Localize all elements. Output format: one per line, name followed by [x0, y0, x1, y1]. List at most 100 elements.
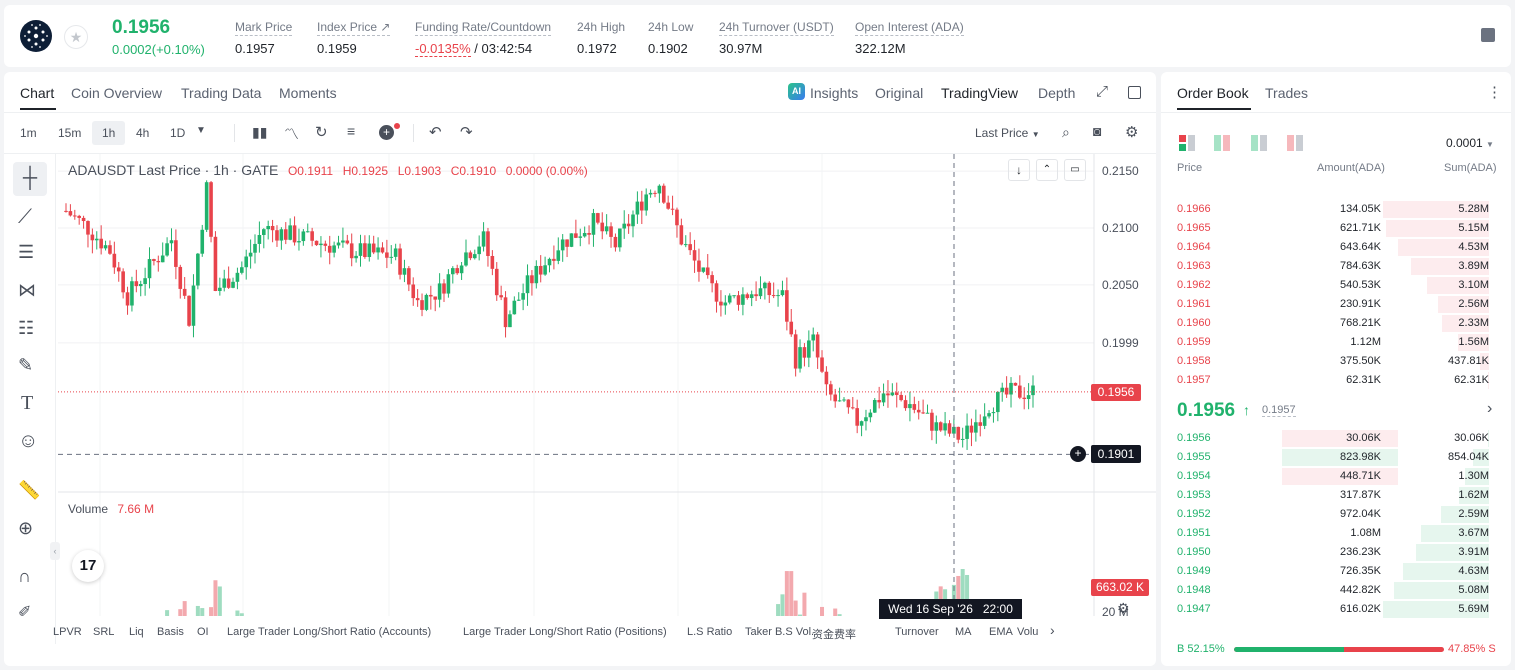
more-options-icon[interactable]: ⋮: [1487, 84, 1502, 101]
view-asks-icon[interactable]: [1287, 135, 1303, 151]
window-icon[interactable]: [1128, 86, 1141, 99]
indicator-11[interactable]: MA: [955, 626, 972, 638]
indicator-3[interactable]: Basis: [157, 626, 184, 638]
scroll-left-handle[interactable]: ‹: [50, 542, 60, 560]
gear-icon[interactable]: ⚙: [1125, 124, 1139, 141]
fib-icon[interactable]: ☷: [18, 318, 35, 338]
chart-settings-icon[interactable]: ⚙: [1117, 600, 1130, 616]
indicator-13[interactable]: Volu: [1017, 626, 1039, 638]
crosshair-tool[interactable]: ┼: [13, 162, 47, 196]
zoom-in-icon[interactable]: ⊕: [18, 518, 34, 538]
tab-order-book[interactable]: Order Book: [1177, 85, 1249, 101]
ask-row[interactable]: 0.1962 540.53K 3.10M: [1161, 276, 1501, 295]
collapse-button[interactable]: ⌃: [1036, 159, 1058, 181]
ask-row[interactable]: 0.1963 784.63K 3.89M: [1161, 257, 1501, 276]
tab-moments[interactable]: Moments: [279, 85, 337, 101]
trend-line-icon[interactable]: ⟋: [18, 206, 32, 228]
bid-row[interactable]: 0.1956 30.06K 30.06K: [1161, 429, 1501, 448]
bid-row[interactable]: 0.1947 616.02K 5.69M: [1161, 600, 1501, 619]
candle-body: [226, 278, 231, 288]
row-price: 0.1966: [1177, 203, 1211, 215]
indicator-5[interactable]: Large Trader Long/Short Ratio (Accounts): [227, 626, 432, 638]
pencil-lock-icon[interactable]: ✐: [18, 604, 32, 621]
notebook-icon[interactable]: [1481, 28, 1495, 42]
tab-coin-overview[interactable]: Coin Overview: [71, 85, 163, 101]
candle-body: [103, 245, 108, 249]
indicator-0[interactable]: LPVR: [53, 626, 82, 638]
indicator-7[interactable]: L.S Ratio: [687, 626, 733, 638]
ask-row[interactable]: 0.1957 62.31K 62.31K: [1161, 371, 1501, 390]
magnet-icon[interactable]: ∩: [18, 566, 31, 586]
candle-style-icon[interactable]: ▮▮: [252, 124, 268, 140]
indicator-2[interactable]: Liq: [129, 626, 144, 638]
interval-1m[interactable]: 1m: [20, 126, 37, 140]
ask-row[interactable]: 0.1965 621.71K 5.15M: [1161, 219, 1501, 238]
add-alert-icon[interactable]: +: [1070, 446, 1086, 463]
brush-icon[interactable]: ✎: [18, 355, 34, 375]
pattern-icon[interactable]: ⋈: [18, 280, 36, 300]
chevron-right-icon[interactable]: ›: [1050, 622, 1055, 638]
interval-dropdown-icon[interactable]: ▼: [196, 125, 206, 136]
bid-row[interactable]: 0.1949 726.35K 4.63M: [1161, 562, 1501, 581]
interval-4h[interactable]: 4h: [136, 126, 150, 140]
interval-1d[interactable]: 1D: [170, 126, 186, 140]
ask-row[interactable]: 0.1966 134.05K 5.28M: [1161, 200, 1501, 219]
search-icon[interactable]: ⌕: [1062, 124, 1070, 140]
expand-icon[interactable]: ⤢: [1095, 83, 1108, 100]
price-type-select[interactable]: Last Price ▼: [975, 126, 1040, 140]
ask-row[interactable]: 0.1958 375.50K 437.81K: [1161, 352, 1501, 371]
indicator-10[interactable]: Turnover: [895, 626, 939, 638]
text-tool-icon[interactable]: T: [21, 392, 34, 414]
undo-icon[interactable]: ↶: [429, 124, 442, 141]
indicator-8[interactable]: Taker B.S Vol.: [745, 626, 815, 638]
candle-body: [108, 245, 112, 254]
indicator-6[interactable]: Large Trader Long/Short Ratio (Positions…: [463, 626, 667, 638]
insights-button[interactable]: Insights: [810, 85, 859, 101]
view-depth[interactable]: Depth: [1038, 85, 1076, 101]
indicators-icon[interactable]: 〽: [284, 126, 300, 143]
scroll-down-button[interactable]: ↓: [1008, 159, 1030, 181]
replay-icon[interactable]: ↻: [315, 124, 328, 141]
volume-bar: [965, 574, 970, 616]
horizontal-lines-icon[interactable]: ☰: [18, 242, 35, 262]
indicator-4[interactable]: OI: [197, 626, 209, 638]
bid-row[interactable]: 0.1948 442.82K 5.08M: [1161, 581, 1501, 600]
view-original[interactable]: Original: [875, 85, 924, 101]
indicator-9[interactable]: 资金费率: [812, 629, 856, 641]
tab-trading-data[interactable]: Trading Data: [181, 85, 262, 101]
view-split-icon[interactable]: [1214, 135, 1230, 151]
camera-icon[interactable]: ◙: [1093, 123, 1102, 139]
bid-row[interactable]: 0.1953 317.87K 1.62M: [1161, 486, 1501, 505]
indicator-1[interactable]: SRL: [93, 626, 115, 638]
view-both-icon[interactable]: [1179, 135, 1195, 151]
indicator-12[interactable]: EMA: [989, 626, 1013, 638]
ask-row[interactable]: 0.1961 230.91K 2.56M: [1161, 295, 1501, 314]
stat-index-price[interactable]: Index Price ↗ 0.1959: [317, 20, 391, 56]
ask-row[interactable]: 0.1959 1.12M 1.56M: [1161, 333, 1501, 352]
precision-select[interactable]: 0.0001 ▼: [1446, 136, 1494, 150]
tab-chart[interactable]: Chart: [20, 85, 55, 101]
templates-icon[interactable]: ≡: [347, 123, 356, 139]
ask-row[interactable]: 0.1960 768.21K 2.33M: [1161, 314, 1501, 333]
add-indicator-icon[interactable]: +: [379, 125, 394, 140]
bid-row[interactable]: 0.1955 823.98K 854.04K: [1161, 448, 1501, 467]
ruler-icon[interactable]: 📏: [18, 480, 41, 500]
bid-row[interactable]: 0.1952 972.04K 2.59M: [1161, 505, 1501, 524]
bid-row[interactable]: 0.1951 1.08M 3.67M: [1161, 524, 1501, 543]
header-price: Price: [1177, 162, 1203, 174]
bid-row[interactable]: 0.1950 236.23K 3.91M: [1161, 543, 1501, 562]
view-bids-icon[interactable]: [1251, 135, 1267, 151]
interval-1h[interactable]: 1h: [92, 121, 126, 145]
ask-row[interactable]: 0.1964 643.64K 4.53M: [1161, 238, 1501, 257]
redo-icon[interactable]: ↷: [460, 124, 473, 141]
interval-15m[interactable]: 15m: [58, 126, 82, 140]
favorite-star-icon[interactable]: ★: [64, 25, 88, 49]
bid-row[interactable]: 0.1954 448.71K 1.30M: [1161, 467, 1501, 486]
tab-trades[interactable]: Trades: [1265, 85, 1309, 101]
fullscreen-chart-button[interactable]: ▭: [1064, 159, 1086, 181]
candle-body: [371, 243, 376, 253]
emoji-icon[interactable]: ☺: [18, 430, 39, 452]
view-tradingview[interactable]: TradingView: [941, 85, 1019, 101]
chevron-right-icon[interactable]: ›: [1487, 400, 1493, 417]
